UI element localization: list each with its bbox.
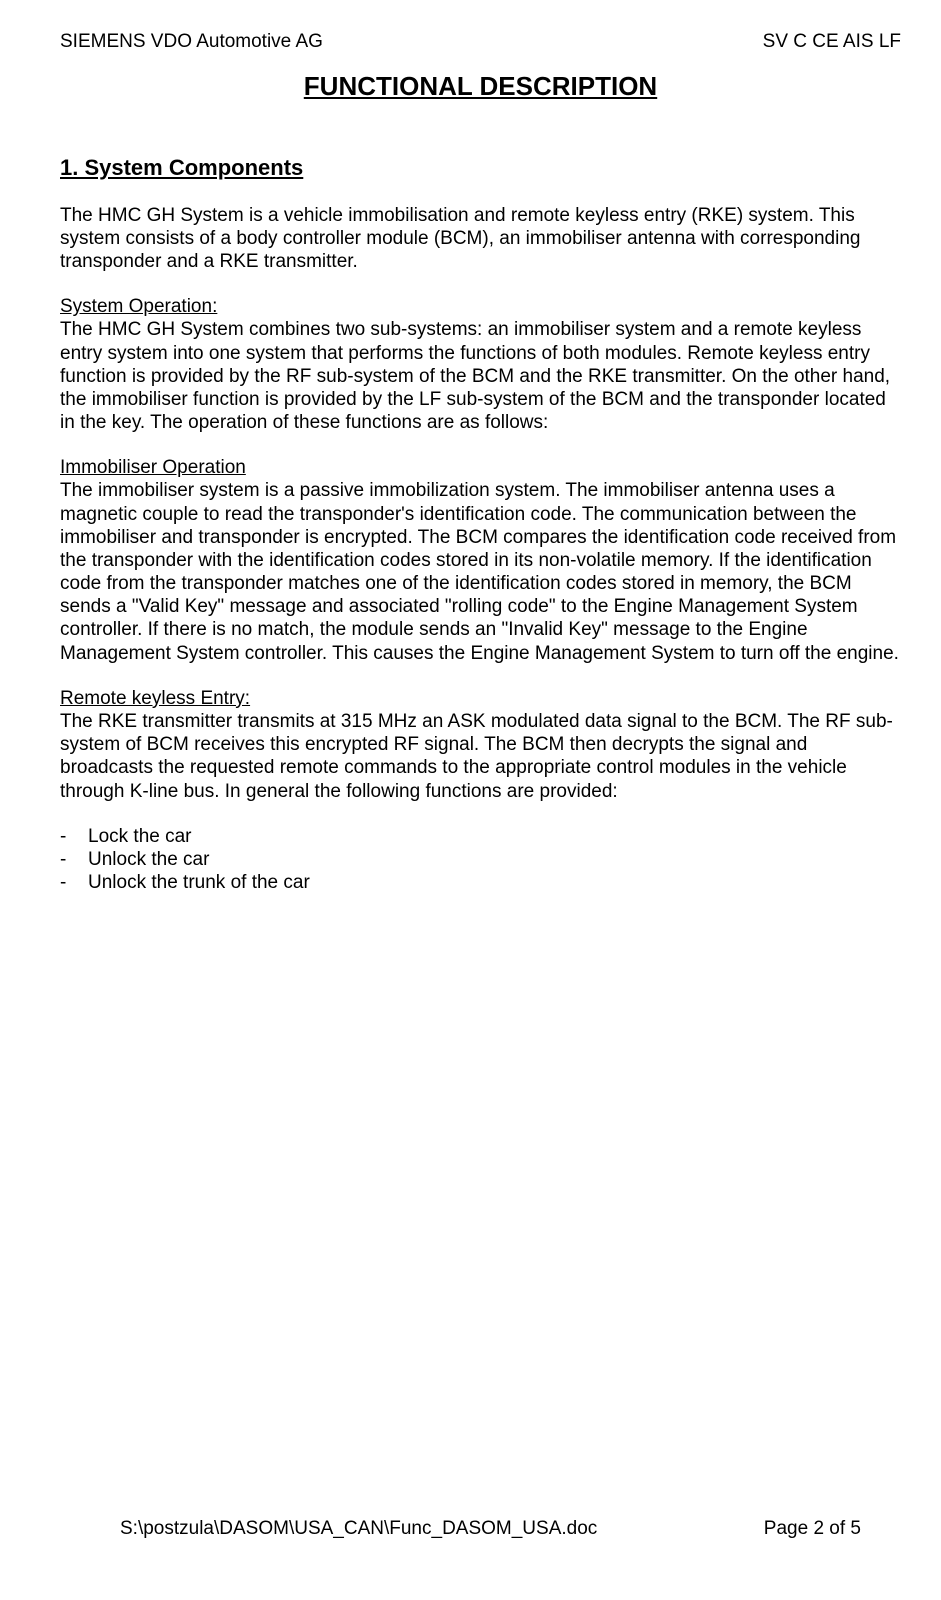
immobiliser-heading: Immobiliser Operation xyxy=(60,457,246,478)
rke-body: The RKE transmitter transmits at 315 MHz… xyxy=(60,711,893,802)
section-1-heading: 1. System Components xyxy=(60,155,901,182)
bullet-dash: - xyxy=(60,825,88,848)
bullet-dash: - xyxy=(60,848,88,871)
page-footer: S:\postzula\DASOM\USA_CAN\Func_DASOM_USA… xyxy=(120,1517,861,1540)
list-item-text: Unlock the car xyxy=(88,848,209,871)
list-item: - Lock the car xyxy=(60,825,901,848)
rke-heading: Remote keyless Entry: xyxy=(60,688,250,709)
immobiliser-block: Immobiliser Operation The immobiliser sy… xyxy=(60,456,901,665)
list-item: - Unlock the trunk of the car xyxy=(60,871,901,894)
header-code: SV C CE AIS LF xyxy=(763,30,901,53)
header-company: SIEMENS VDO Automotive AG xyxy=(60,30,323,53)
system-operation-heading: System Operation: xyxy=(60,296,217,317)
footer-filepath: S:\postzula\DASOM\USA_CAN\Func_DASOM_USA… xyxy=(120,1517,597,1540)
page-header: SIEMENS VDO Automotive AG SV C CE AIS LF xyxy=(60,30,901,53)
footer-page-number: Page 2 of 5 xyxy=(764,1517,861,1540)
functions-list: - Lock the car - Unlock the car - Unlock… xyxy=(60,825,901,895)
document-title: FUNCTIONAL DESCRIPTION xyxy=(60,71,901,103)
system-operation-body: The HMC GH System combines two sub-syste… xyxy=(60,319,890,433)
rke-block: Remote keyless Entry: The RKE transmitte… xyxy=(60,687,901,803)
system-operation-block: System Operation: The HMC GH System comb… xyxy=(60,295,901,434)
immobiliser-body: The immobiliser system is a passive immo… xyxy=(60,480,899,663)
page: SIEMENS VDO Automotive AG SV C CE AIS LF… xyxy=(60,30,901,1570)
list-item: - Unlock the car xyxy=(60,848,901,871)
list-item-text: Unlock the trunk of the car xyxy=(88,871,310,894)
list-item-text: Lock the car xyxy=(88,825,192,848)
intro-paragraph: The HMC GH System is a vehicle immobilis… xyxy=(60,204,901,274)
bullet-dash: - xyxy=(60,871,88,894)
